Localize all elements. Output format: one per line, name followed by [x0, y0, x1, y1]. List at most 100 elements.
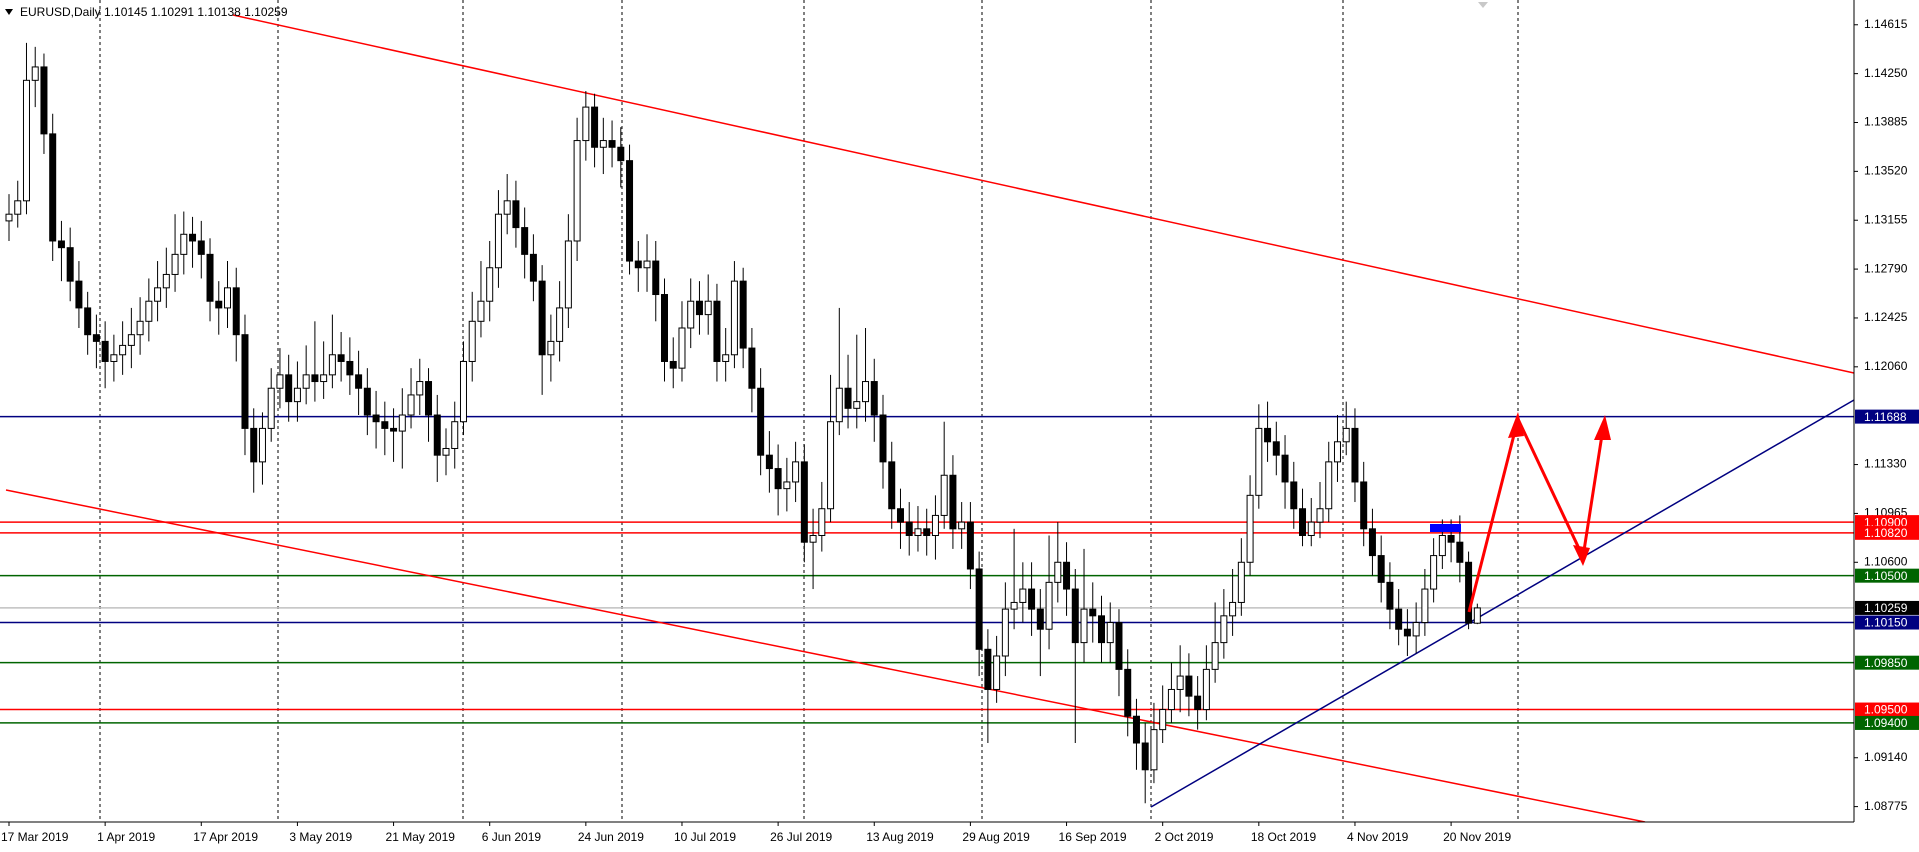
annotations [1430, 412, 1611, 613]
candle-body [573, 140, 581, 242]
candle-body [372, 414, 380, 423]
candle-body [398, 414, 406, 432]
candle-body [626, 160, 634, 262]
candle-body [267, 387, 275, 429]
candle-body [1141, 742, 1149, 771]
y-tick-label: 1.14250 [1864, 66, 1908, 80]
y-tick-label: 1.09140 [1864, 750, 1908, 764]
candle-body [1360, 481, 1368, 530]
candle-body [197, 240, 205, 255]
candle-body [870, 381, 878, 416]
candle-body [14, 200, 22, 215]
candle-body [1054, 561, 1062, 583]
candle-body [1176, 675, 1184, 690]
candle-body [792, 461, 800, 483]
candle-body [1473, 607, 1481, 624]
candle-body [818, 508, 826, 537]
y-tick-label: 1.12790 [1864, 261, 1908, 275]
candle-body [1150, 729, 1158, 771]
candle-body [835, 387, 843, 423]
candle-body [390, 427, 398, 432]
candle-body [1115, 622, 1123, 670]
candle-body [1098, 615, 1105, 644]
candle-body [494, 213, 502, 269]
candle-body [224, 287, 231, 309]
candle-body [1377, 555, 1385, 583]
candle-body [127, 334, 135, 346]
candle-body [940, 474, 948, 516]
candle-body [774, 468, 782, 490]
candle-body [1106, 622, 1114, 644]
candle-body [171, 253, 179, 275]
candle-body [1272, 441, 1280, 456]
candle-body [1159, 709, 1167, 731]
candle-body [1351, 427, 1359, 483]
level-tag [1855, 702, 1919, 717]
candle-body [1430, 555, 1438, 590]
candle-body [1220, 615, 1228, 644]
candle-body [1255, 427, 1263, 496]
candle-body [40, 66, 48, 135]
candle-body [538, 280, 546, 356]
x-tick-label: 20 Nov 2019 [1443, 830, 1511, 844]
arrow-head [1573, 545, 1590, 566]
level-tag [1855, 409, 1919, 424]
level-label: 1.10900 [1864, 515, 1908, 529]
candle-body [232, 287, 240, 336]
y-tick-label: 1.10600 [1864, 554, 1908, 568]
x-tick-label: 18 Oct 2019 [1251, 830, 1317, 844]
level-label: 1.10259 [1864, 601, 1908, 615]
candle-body [661, 294, 668, 362]
candle-body [1167, 688, 1175, 711]
candle-body [975, 568, 983, 650]
candle-body [5, 213, 13, 222]
candle-body [363, 387, 371, 416]
candle-body [22, 79, 30, 202]
candle-body [634, 260, 642, 269]
candle-body [1281, 454, 1289, 483]
candle-body [442, 447, 450, 456]
level-label: 1.10500 [1864, 569, 1908, 583]
level-label: 1.09850 [1864, 656, 1908, 670]
marker-box [1430, 524, 1461, 532]
candle-body [949, 474, 957, 530]
x-tick-label: 2 Oct 2019 [1155, 830, 1214, 844]
candle-body [381, 421, 389, 429]
x-tick-label: 17 Apr 2019 [193, 830, 258, 844]
candle-body [154, 287, 162, 302]
candle-body [695, 300, 703, 316]
candle-body [879, 414, 887, 463]
candle-body [521, 227, 529, 255]
candle-body [800, 461, 808, 543]
candle-body [451, 421, 459, 449]
candle-body [739, 280, 747, 349]
y-tick-label: 1.13155 [1864, 212, 1908, 226]
candle-body [1342, 427, 1350, 443]
x-tick-label: 16 Sep 2019 [1059, 830, 1127, 844]
x-tick-label: 21 May 2019 [386, 830, 456, 844]
menu-triangle [5, 9, 13, 15]
candle-body [503, 200, 511, 215]
trend-line [1150, 399, 1855, 808]
y-tick-label: 1.13885 [1864, 115, 1908, 129]
candle-body [293, 387, 301, 403]
candle-body [617, 146, 625, 162]
candle-body [643, 260, 651, 269]
candle-body [215, 300, 223, 309]
candle-body [1089, 608, 1097, 617]
x-tick-label: 6 Jun 2019 [482, 830, 542, 844]
level-label: 1.09400 [1864, 716, 1908, 730]
level-label: 1.10150 [1864, 616, 1908, 630]
candle-body [49, 133, 57, 242]
candle-body [285, 374, 293, 403]
candle-body [110, 354, 118, 362]
candle-body [276, 374, 284, 389]
candle-body [853, 401, 861, 409]
candle-body [477, 300, 485, 322]
candle-body [1237, 561, 1245, 603]
candles [5, 42, 1481, 804]
candle-body [1080, 608, 1088, 644]
level-tag [1855, 655, 1919, 670]
candle-body [582, 106, 590, 142]
candle-body [1333, 441, 1341, 463]
